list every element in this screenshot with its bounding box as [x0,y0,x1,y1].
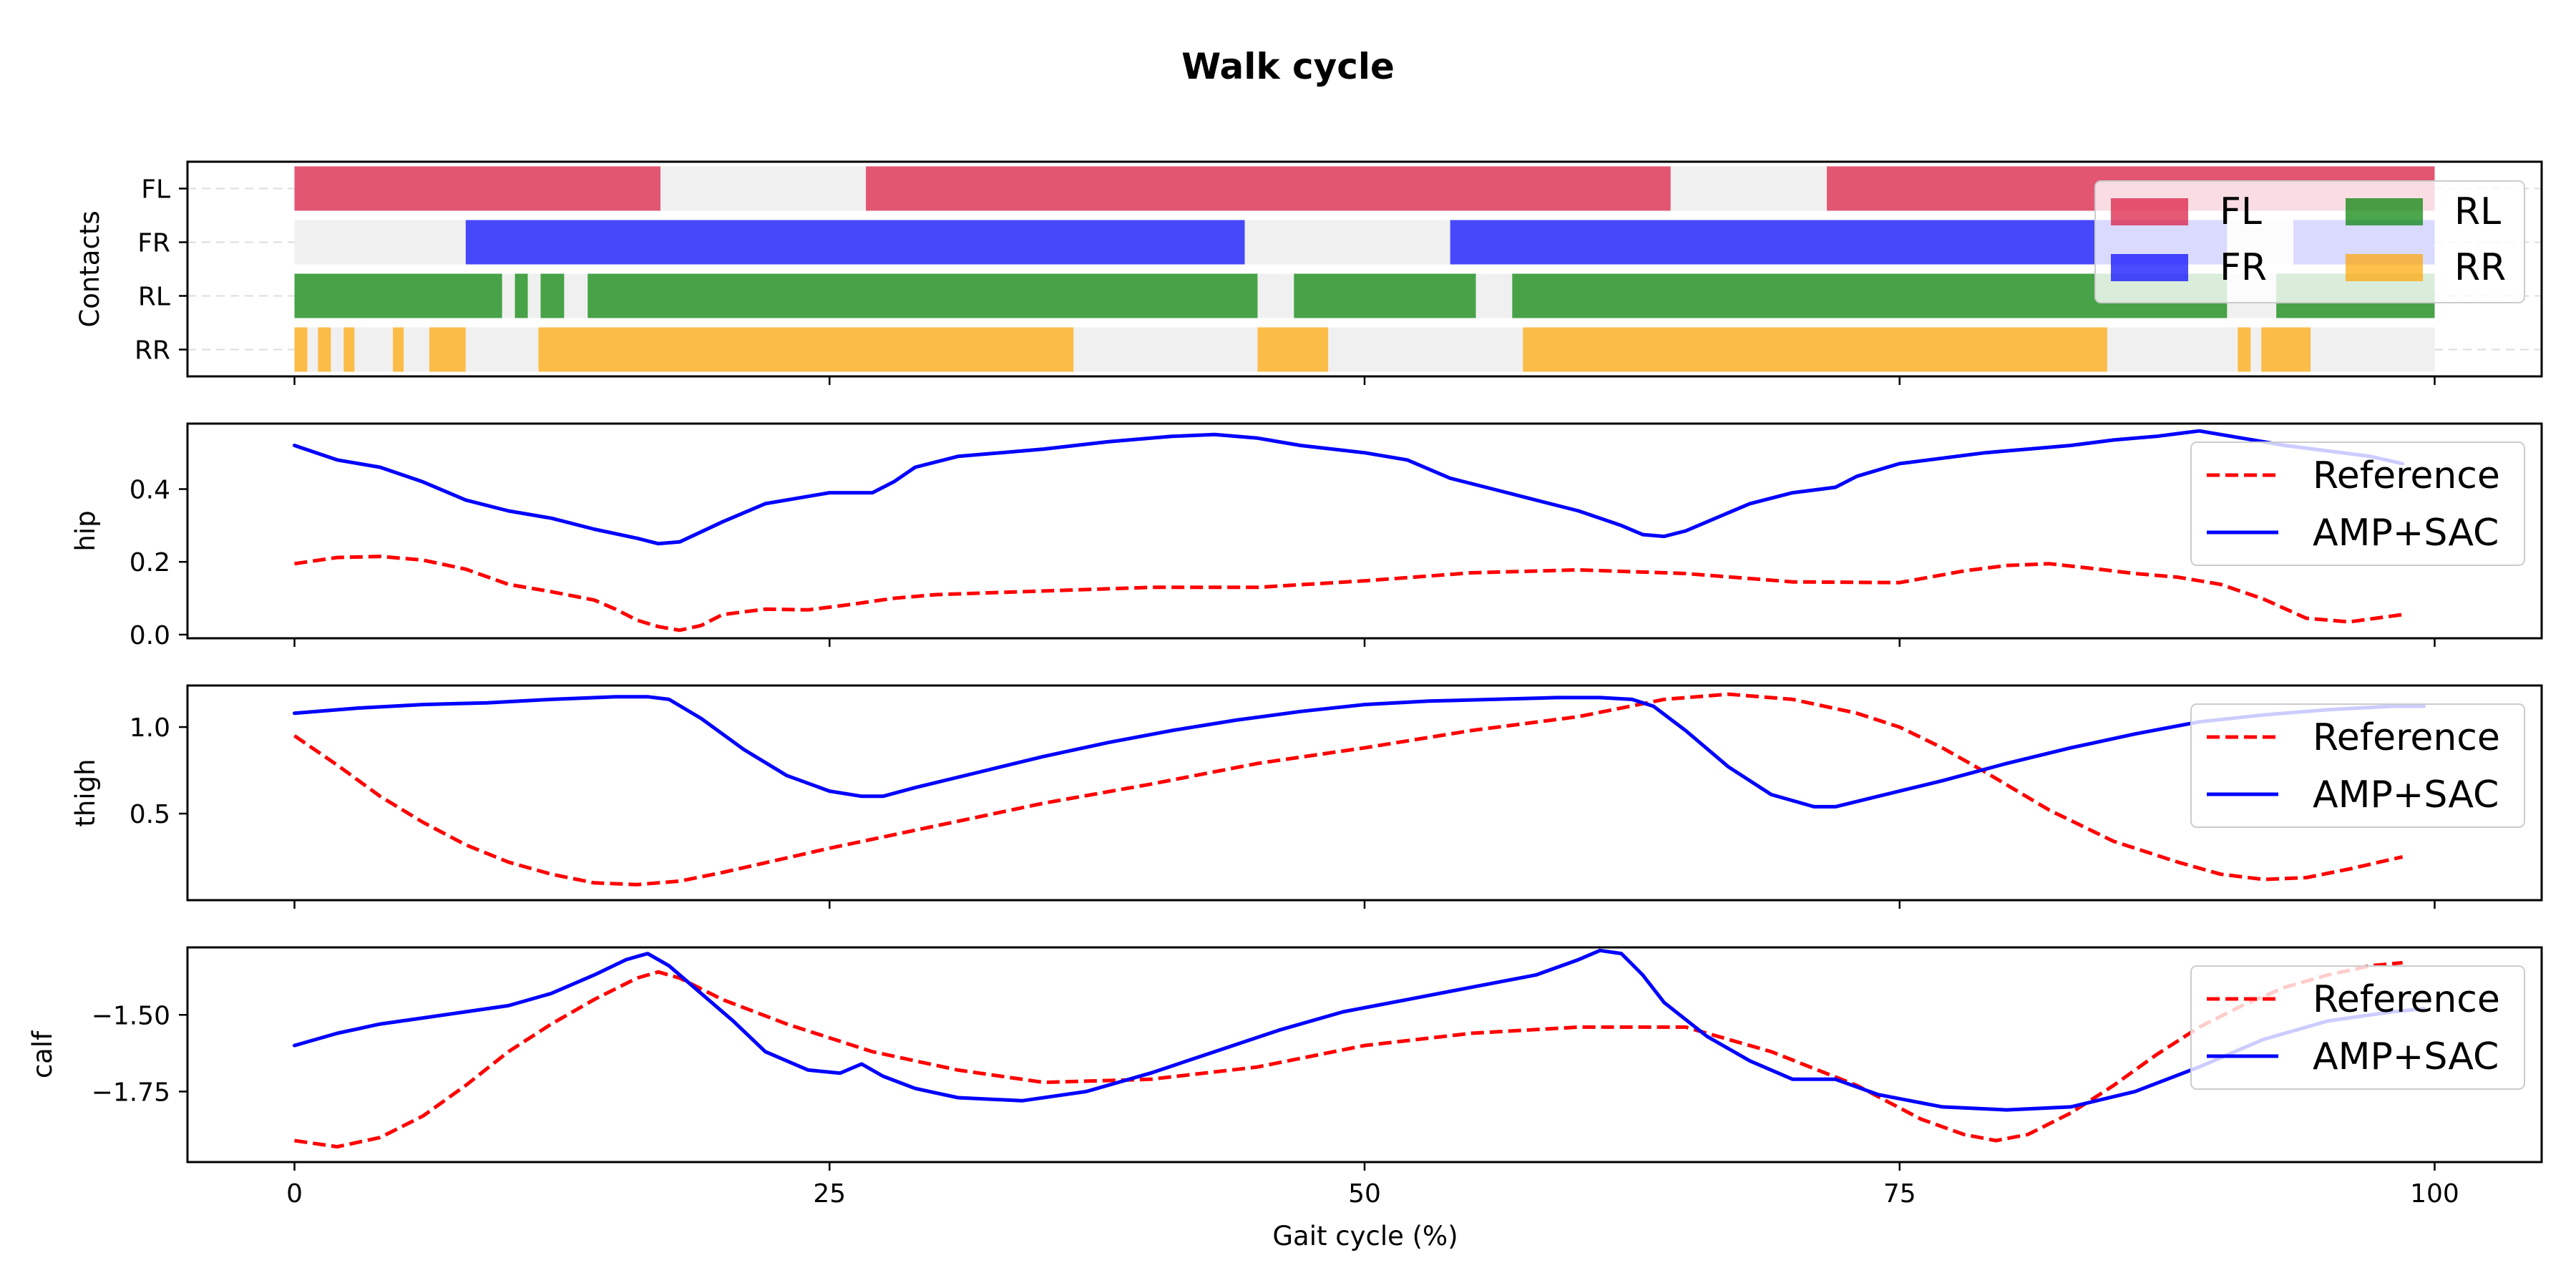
y-tick-label: −1.50 [92,1001,170,1030]
y-tick-label: 1.0 [130,713,170,743]
contact-bar-RR [318,327,331,372]
calf-panel: 0 25 50 75 100 −1.75 −1.50 calf Reference AMP+SAC [27,946,2543,1209]
x-tick-label: 100 [2410,1179,2459,1209]
y-tick-label: 0.0 [130,621,170,650]
legend-swatch-FL [2111,198,2188,225]
legend-label: AMP+SAC [2313,774,2499,816]
policy-line [293,429,2405,546]
legend-label-RL: RL [2454,190,2501,233]
y-tick-label-FL: FL [141,175,170,205]
y-tick-label: 0.5 [130,800,170,829]
y-tick-label: 0.2 [130,548,170,577]
contact-bar-RL [587,273,1258,318]
contact-bar-RL [1294,273,1476,318]
series-legend-box [2190,441,2525,566]
y-axis-label: thigh [70,758,101,826]
contact-bar-RR [1257,327,1329,372]
plot-area [293,948,2426,1149]
chart-title: Walk cycle [1181,46,1395,87]
contact-bar-RR [393,327,404,372]
reference-line [294,960,2403,1149]
y-axis-label: calf [27,1030,58,1078]
contact-bar-RL [294,273,502,318]
contacts-panel: FL FR RL RR Contacts FL FR RL RR [74,160,2543,385]
contact-bar-FL [294,166,660,211]
contact-bar-RR [429,327,466,372]
series-legend-box [2190,703,2525,828]
policy-line [293,948,2426,1112]
legend-label-FL: FL [2220,190,2262,233]
contact-bar-RL [540,273,565,318]
legend-swatch-FR [2111,254,2188,281]
thigh-panel: 0.5 1.0 thigh Reference AMP+SAC [70,684,2543,909]
legend-label-RR: RR [2454,246,2506,289]
plot-area [293,692,2426,887]
hip-panel: 0.0 0.2 0.4 hip Reference AMP+SAC [70,422,2543,650]
x-tick-label: 75 [1883,1179,1916,1209]
legend-label: AMP+SAC [2313,1035,2499,1078]
y-axis-label: hip [70,510,101,551]
contact-bar-RR [294,327,308,372]
contact-bar-FR [465,220,1245,265]
reference-line [294,555,2403,633]
contact-bar-RR [2261,327,2311,372]
contact-bar-FL [866,166,1671,211]
y-tick-label-RR: RR [135,336,170,366]
y-tick-label-FR: FR [137,229,170,258]
reference-line [293,692,2404,887]
x-tick-label: 0 [286,1179,303,1209]
y-tick-label-RL: RL [138,283,170,312]
contact-bar-RL [514,273,528,318]
plot-area [293,429,2405,633]
x-axis-label: Gait cycle (%) [1272,1221,1458,1252]
axes-frame [186,946,2543,1163]
legend-label: AMP+SAC [2313,512,2499,555]
series-legend-box [2190,965,2525,1090]
legend-swatch-RL [2346,198,2423,225]
y-tick-label: −1.75 [92,1078,170,1107]
y-tick-label: 0.4 [130,476,170,505]
contact-bar-RR [343,327,355,372]
contact-bar-RR [2238,327,2251,372]
legend-label: Reference [2313,716,2500,759]
contact-bar-RR [1523,327,2107,372]
legend-label: Reference [2313,454,2500,497]
policy-line [293,695,2426,809]
x-tick-label: 25 [813,1179,846,1209]
y-axis-label: Contacts [74,210,105,327]
x-tick-label: 50 [1348,1179,1381,1209]
legend-label: Reference [2313,978,2500,1021]
legend-swatch-RR [2346,254,2423,281]
axes-frame [186,422,2543,640]
legend-label-FR: FR [2220,246,2267,289]
axes-frame [186,684,2543,902]
contact-bar-RR [538,327,1074,372]
